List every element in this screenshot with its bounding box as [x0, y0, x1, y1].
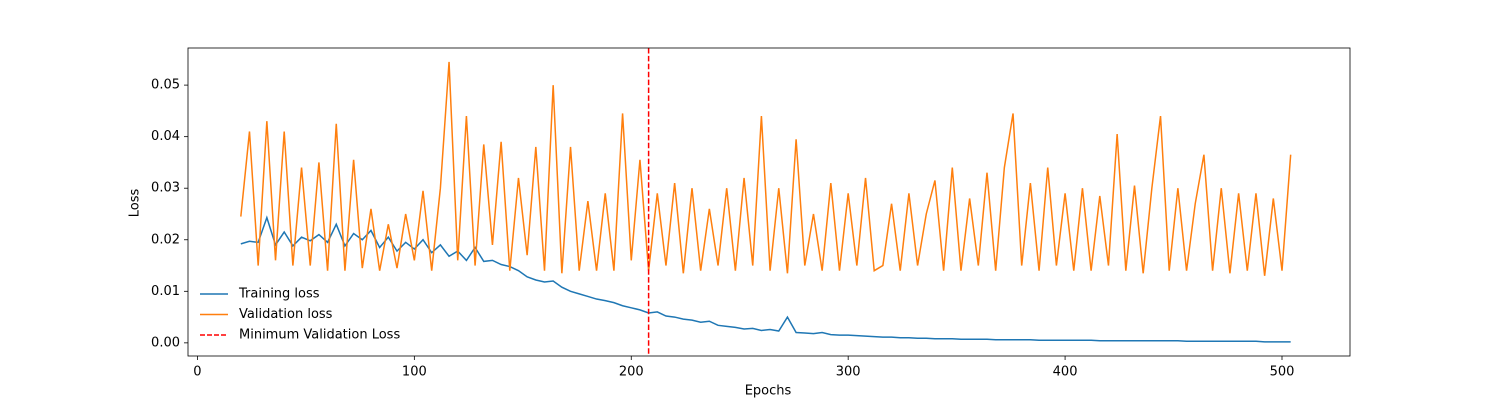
x-tick-label: 100	[402, 365, 427, 380]
y-tick-label: 0.03	[151, 181, 180, 196]
x-tick-label: 500	[1270, 365, 1295, 380]
y-tick-label: 0.01	[151, 284, 180, 299]
series-line	[240, 215, 1291, 343]
y-tick-label: 0.00	[151, 335, 180, 350]
legend-label: Training loss	[238, 287, 320, 302]
x-tick-label: 300	[836, 365, 861, 380]
y-tick-label: 0.02	[151, 232, 180, 247]
y-axis-label: Loss	[128, 189, 143, 218]
x-tick-label: 0	[193, 365, 201, 380]
x-axis-label: Epochs	[745, 384, 792, 399]
series-line	[240, 61, 1292, 276]
x-tick-label: 400	[1053, 365, 1078, 380]
x-tick-label: 200	[619, 365, 644, 380]
y-tick-label: 0.05	[151, 78, 180, 93]
legend-label: Minimum Validation Loss	[239, 328, 400, 343]
plot-frame	[187, 47, 1351, 357]
y-tick-label: 0.04	[151, 129, 180, 144]
legend-label: Validation loss	[239, 307, 333, 322]
